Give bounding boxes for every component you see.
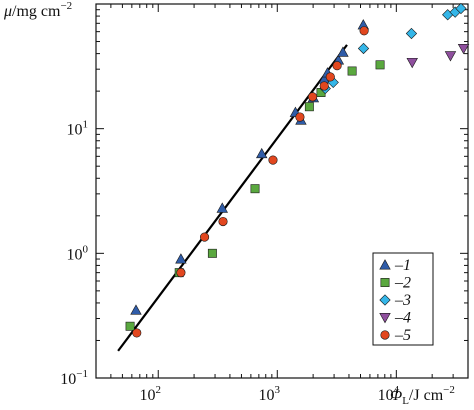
data-point [444,51,457,62]
data-point [125,321,135,331]
axis-labels: μ/mg cm−2 ΦL/J cm−2 [3,0,455,407]
legend-marker [379,313,391,324]
data-point [325,72,335,82]
series-4 [406,43,470,69]
data-point [207,248,217,258]
axis-ticks: 102 103 104 10−1 100 101 [60,3,469,404]
data-point [268,155,278,165]
legend-marker [380,330,390,340]
data-point [304,102,314,112]
plot-frame [95,3,469,379]
fit-line-group [117,44,348,352]
y-axis-label: μ/mg cm−2 [3,0,72,20]
data-point [455,2,467,15]
x-tick-label: 104 [378,384,400,404]
x-axis-label: ΦL/J cm−2 [390,384,455,407]
data-point [132,328,142,338]
data-point [332,61,342,71]
data-point [357,42,370,55]
data-point [130,304,142,315]
legend-marker [379,259,391,270]
data-points [125,2,470,338]
legend-marker [380,278,390,287]
data-point [176,268,186,278]
legend-label: –2 [394,275,411,292]
data-point [250,184,260,194]
data-point [359,26,369,36]
legend-label: –5 [394,327,411,344]
data-point [319,81,329,91]
data-point [216,202,228,213]
data-point [375,60,385,70]
y-tick-label: 10−1 [60,368,88,388]
data-point [308,92,318,102]
data-point [347,66,357,76]
data-point [337,46,349,57]
data-point [256,147,268,159]
legend-marker [379,294,391,306]
legend-label: –1 [394,257,411,274]
plot-area-border [95,3,469,379]
x-tick-label: 102 [139,384,161,404]
legend-label: –3 [394,292,411,309]
data-point [295,112,305,122]
legend-label: –4 [394,310,411,327]
y-tick-label: 100 [67,243,89,263]
legend: –1–2–3–4–5 [372,252,434,346]
x-tick-label: 103 [259,384,281,404]
series-5 [132,26,369,338]
data-point [218,216,228,227]
data-point [406,57,418,69]
data-point [200,232,210,242]
y-tick-label: 101 [67,119,89,139]
data-point [457,43,470,55]
fit-line [117,44,348,352]
data-point [175,253,187,264]
data-point [405,27,418,40]
